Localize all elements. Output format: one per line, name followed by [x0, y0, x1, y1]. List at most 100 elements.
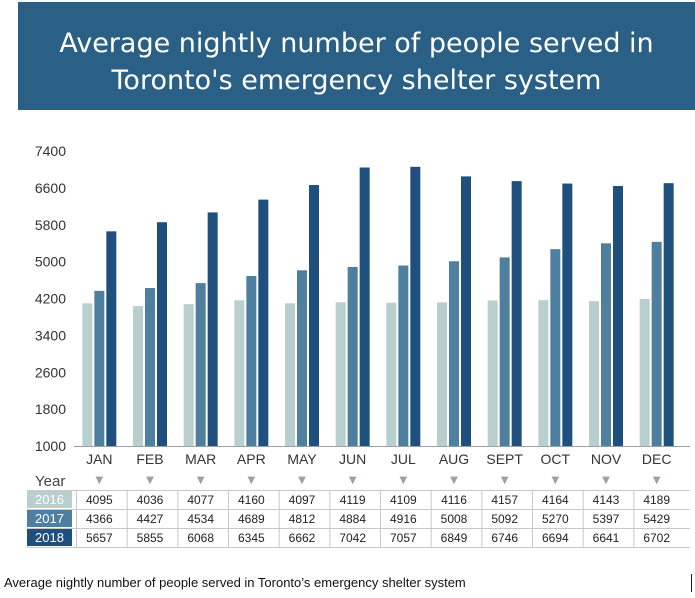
- y-tick-label: 6600: [35, 180, 66, 196]
- down-arrow-icon: ▼: [95, 475, 103, 486]
- bar-2016-nov: [589, 301, 599, 446]
- x-tick-label: JUL: [391, 451, 416, 467]
- down-arrow-icon: ▼: [349, 475, 357, 486]
- table-cell: 5270: [542, 512, 569, 526]
- title-banner: Average nightly number of people served …: [18, 2, 695, 110]
- table-cell: 4097: [289, 493, 316, 507]
- table-cell: 4119: [340, 493, 366, 507]
- table-cell: 6694: [542, 531, 569, 545]
- bar-2018-oct: [562, 183, 573, 447]
- bar-2016-apr: [234, 300, 245, 446]
- table-cell: 4164: [542, 493, 569, 507]
- down-arrow-icon: ▼: [197, 475, 205, 486]
- table-cell: 6345: [238, 531, 265, 545]
- legend-swatch-2016: [27, 491, 72, 508]
- legend-swatch-2018: [27, 529, 72, 546]
- table-cell: 4884: [339, 512, 366, 526]
- table-cell: 6641: [593, 531, 620, 545]
- table-cell: 4189: [643, 493, 670, 507]
- bar-2018-may: [309, 185, 319, 446]
- table-cell: 5397: [593, 512, 620, 526]
- table-cell: 5092: [491, 512, 518, 526]
- table-cell: 4095: [86, 493, 113, 507]
- table-cell: 6849: [441, 531, 468, 545]
- x-tick-label: OCT: [541, 451, 571, 467]
- table-cell: 7042: [339, 531, 366, 545]
- table-cell: 4427: [137, 512, 164, 526]
- table-cell: 6746: [491, 531, 518, 545]
- chart-title-line-1: Average nightly number of people served …: [59, 28, 654, 59]
- bar-2017-aug: [449, 261, 459, 446]
- x-tick-label: JUN: [339, 451, 366, 467]
- down-arrow-icon: ▼: [653, 475, 661, 486]
- bar-2016-jun: [335, 302, 346, 446]
- bar-2018-mar: [207, 212, 218, 446]
- legend-label-2017: 2017: [35, 511, 64, 526]
- bar-2016-mar: [183, 304, 194, 446]
- caption: Average nightly number of people served …: [4, 575, 466, 590]
- y-tick-label: 7400: [35, 143, 66, 159]
- table-cell: 4160: [238, 493, 265, 507]
- chart: 1000 1800 2600 3400 4200 5000 5800 6600 7400 JAN ▼…: [27, 143, 690, 548]
- down-arrow-icon: ▼: [602, 475, 610, 486]
- y-tick-label: 5800: [35, 217, 66, 233]
- down-arrow-icon: ▼: [450, 475, 458, 486]
- table-cell: 6662: [289, 531, 316, 545]
- x-tick-label: AUG: [439, 451, 469, 467]
- table-cell: 4109: [390, 493, 417, 507]
- legend-swatch-2017: [27, 510, 72, 527]
- table-cell: 5855: [137, 531, 164, 545]
- legend-label-2016: 2016: [35, 492, 64, 507]
- table-cell: 4143: [593, 493, 620, 507]
- table-cell: 4689: [238, 512, 265, 526]
- bar-2016-jan: [82, 303, 93, 446]
- bar-2017-feb: [145, 288, 155, 446]
- bar-2017-may: [297, 270, 307, 446]
- y-tick-label: 1000: [35, 438, 66, 454]
- bar-2017-nov: [601, 243, 611, 446]
- bar-2016-dec: [639, 299, 650, 446]
- down-arrow-icon: ▼: [247, 475, 255, 486]
- bar-2016-oct: [538, 300, 549, 446]
- down-arrow-icon: ▼: [551, 475, 559, 486]
- down-arrow-icon: ▼: [298, 475, 306, 486]
- bar-2017-jul: [398, 265, 409, 446]
- table-cell: 4812: [289, 512, 316, 526]
- table-cell: 4534: [187, 512, 214, 526]
- bar-2018-jul: [410, 166, 421, 446]
- y-tick-label: 2600: [35, 364, 66, 380]
- table-cell: 4077: [187, 493, 214, 507]
- table-cell: 6068: [187, 531, 214, 545]
- bar-2017-mar: [195, 283, 206, 446]
- bar-2018-aug: [461, 176, 471, 447]
- bar-2017-apr: [246, 275, 257, 446]
- table-header-year: Year: [35, 473, 65, 490]
- down-arrow-icon: ▼: [501, 475, 509, 486]
- table-cell: 4366: [86, 512, 113, 526]
- y-tick-label: 3400: [35, 327, 66, 343]
- down-arrow-icon: ▼: [399, 475, 407, 486]
- bar-2016-aug: [437, 302, 447, 446]
- bar-2018-feb: [157, 222, 167, 446]
- bar-2018-dec: [663, 183, 674, 446]
- y-tick-label: 5000: [35, 254, 66, 270]
- x-tick-label: APR: [237, 451, 266, 467]
- bar-2018-nov: [613, 185, 623, 446]
- x-tick-label: NOV: [591, 451, 622, 467]
- bar-2016-sept: [487, 300, 498, 446]
- y-tick-label: 4200: [35, 291, 66, 307]
- legend-label-2018: 2018: [35, 530, 64, 545]
- x-tick-label: MAY: [287, 451, 317, 467]
- x-tick-label: FEB: [136, 451, 163, 467]
- x-tick-label: DEC: [642, 451, 672, 467]
- down-arrow-icon: ▼: [146, 475, 154, 486]
- bar-2018-sept: [511, 181, 522, 446]
- table-cell: 4916: [390, 512, 417, 526]
- x-tick-label: SEPT: [486, 451, 523, 467]
- bar-2017-jun: [347, 266, 358, 446]
- table-cell: 5429: [643, 512, 670, 526]
- y-tick-label: 1800: [35, 401, 66, 417]
- table-cell: 5008: [441, 512, 468, 526]
- text-cursor: [691, 574, 692, 592]
- bar-2016-may: [285, 303, 295, 446]
